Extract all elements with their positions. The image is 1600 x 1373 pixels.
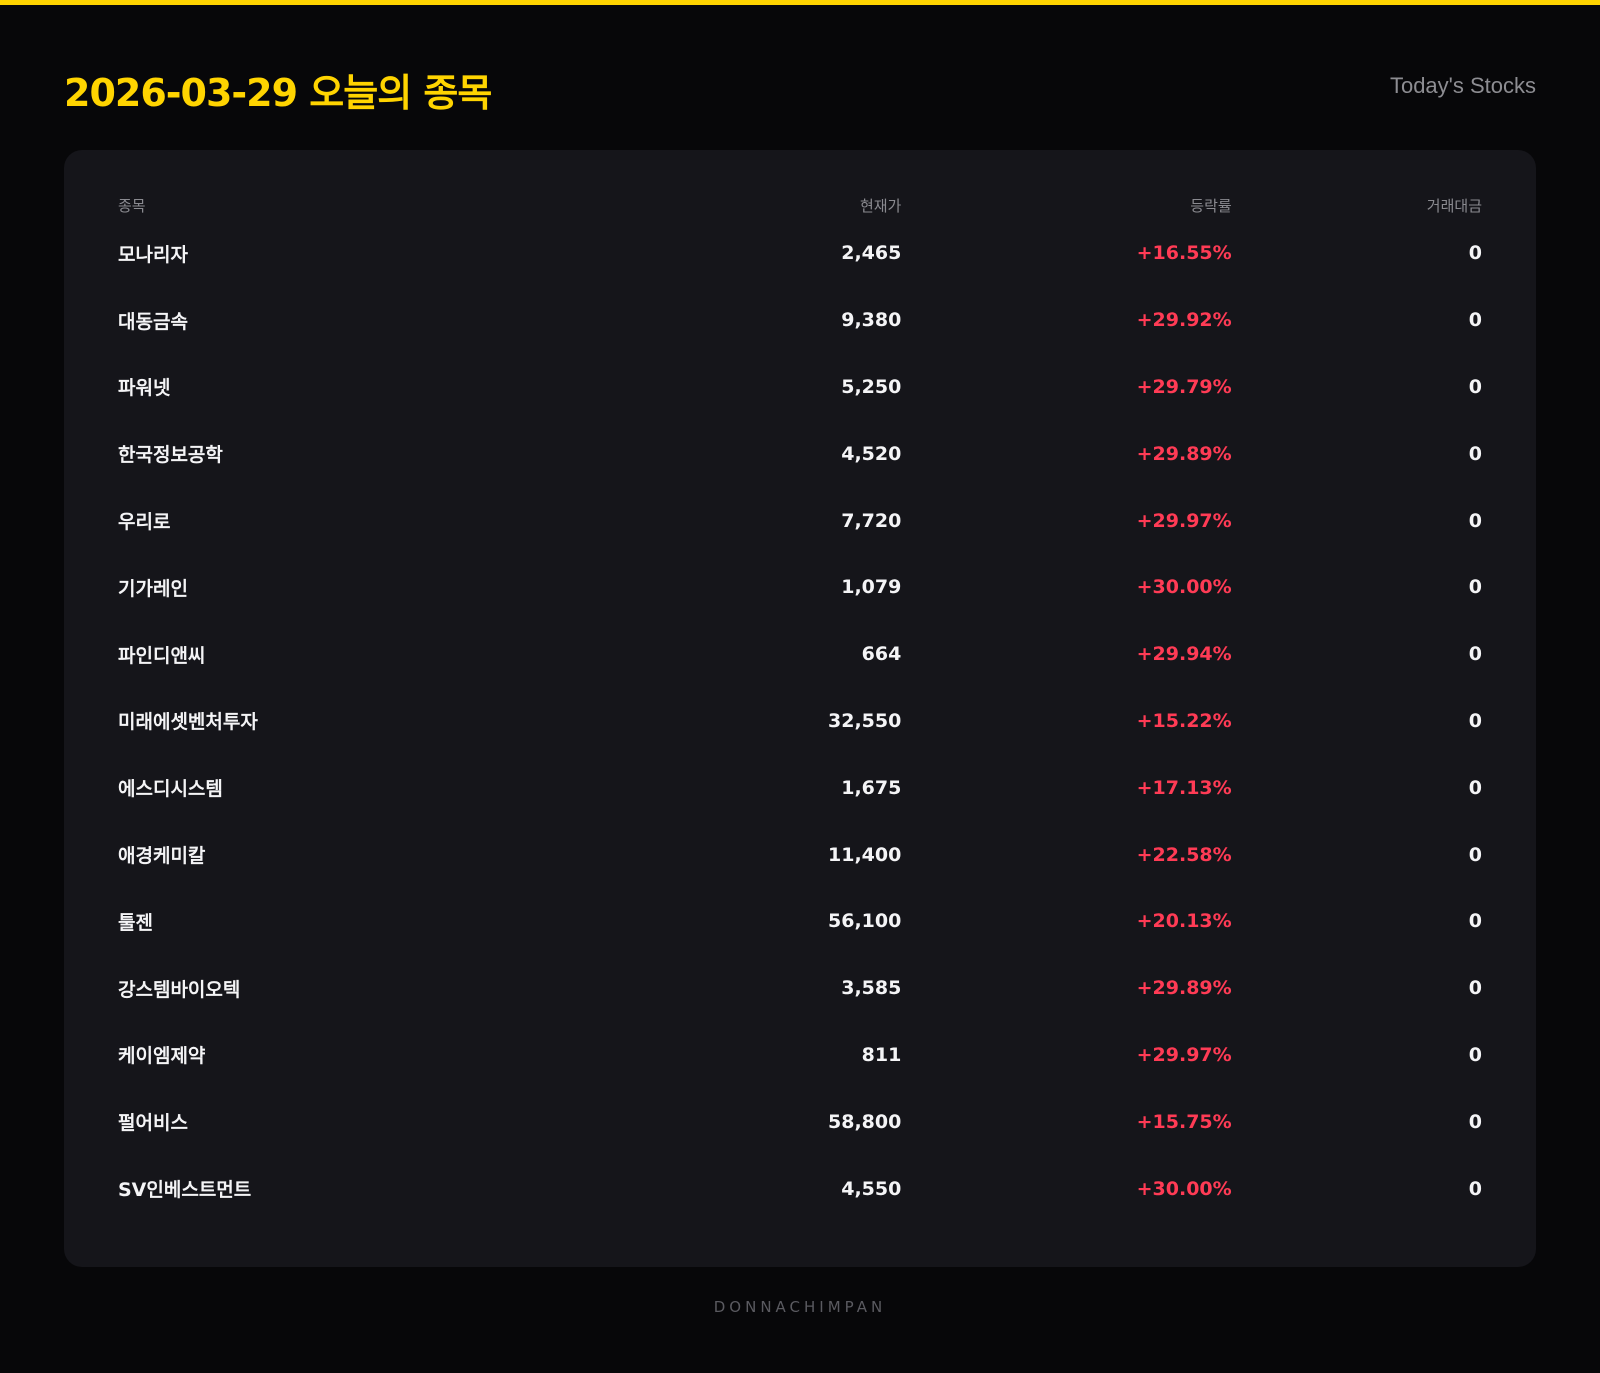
stock-price: 9,380 (841, 309, 902, 332)
stock-change: +15.75% (1136, 1110, 1232, 1133)
stock-name: 한국정보공학 (118, 444, 223, 467)
stock-name: 파인디앤씨 (118, 644, 206, 667)
stock-volume: 0 (1468, 442, 1482, 465)
stock-change: +29.79% (1136, 375, 1232, 398)
stock-price: 811 (861, 1043, 902, 1066)
stock-change: +29.89% (1136, 442, 1232, 465)
stock-change: +20.13% (1136, 910, 1232, 933)
table-row[interactable]: 한국정보공학 4,520 +29.89% 0 (118, 420, 1482, 487)
stock-name: 에스디시스템 (118, 778, 223, 801)
stock-price: 4,550 (841, 1177, 902, 1200)
table-row[interactable]: 파워넷 5,250 +29.79% 0 (118, 354, 1482, 421)
stock-price: 56,100 (828, 910, 902, 933)
stock-price: 4,520 (841, 442, 902, 465)
stock-change: +29.94% (1136, 643, 1232, 666)
stock-volume: 0 (1468, 977, 1482, 1000)
stock-change: +22.58% (1136, 843, 1232, 866)
stock-price: 1,079 (841, 576, 902, 599)
table-row[interactable]: 모나리자 2,465 +16.55% 0 (118, 220, 1482, 287)
column-header-change: 등락률 (1190, 196, 1232, 215)
page-title: 2026-03-29 오늘의 종목 (64, 71, 492, 115)
stock-volume: 0 (1468, 375, 1482, 398)
stock-name: 모나리자 (118, 243, 188, 266)
table-row[interactable]: SV인베스트먼트 4,550 +30.00% 0 (118, 1155, 1482, 1222)
stock-price: 58,800 (828, 1110, 902, 1133)
stock-name: 우리로 (118, 511, 171, 534)
table-row[interactable]: 우리로 7,720 +29.97% 0 (118, 487, 1482, 554)
stock-change: +29.89% (1136, 977, 1232, 1000)
stock-change: +17.13% (1136, 776, 1232, 799)
stock-price: 2,465 (841, 242, 902, 265)
table-header-row: 종목 현재가 등락률 거래대금 (118, 190, 1482, 220)
footer-brand: DONNACHIMPAN (713, 1298, 887, 1316)
stock-change: +16.55% (1136, 242, 1232, 265)
stock-name: 대동금속 (118, 310, 188, 333)
stock-name: 기가레인 (118, 577, 188, 600)
table-row[interactable]: 대동금속 9,380 +29.92% 0 (118, 287, 1482, 354)
stock-name: 미래에셋벤처투자 (118, 711, 258, 734)
table-row[interactable]: 파인디앤씨 664 +29.94% 0 (118, 621, 1482, 688)
column-header-volume: 거래대금 (1426, 196, 1482, 215)
table-row[interactable]: 에스디시스템 1,675 +17.13% 0 (118, 754, 1482, 821)
table-row[interactable]: 펄어비스 58,800 +15.75% 0 (118, 1088, 1482, 1155)
stock-name: 툴젠 (118, 911, 153, 934)
stocks-table: 종목 현재가 등락률 거래대금 모나리자 2,465 +16.55% 0 대동금속 9,3… (118, 190, 1482, 1222)
stock-price: 3,585 (841, 977, 902, 1000)
table-row[interactable]: 애경케미칼 11,400 +22.58% 0 (118, 821, 1482, 888)
stock-name: 파워넷 (118, 377, 171, 400)
stock-change: +29.92% (1136, 309, 1232, 332)
stock-change: +29.97% (1136, 509, 1232, 532)
stock-volume: 0 (1468, 709, 1482, 732)
stock-volume: 0 (1468, 1177, 1482, 1200)
column-header-price: 현재가 (859, 196, 902, 215)
stock-volume: 0 (1468, 309, 1482, 332)
stock-name: 애경케미칼 (118, 845, 206, 868)
stock-volume: 0 (1468, 509, 1482, 532)
stock-volume: 0 (1468, 576, 1482, 599)
stock-price: 5,250 (841, 375, 902, 398)
page-subtitle: Today's Stocks (1389, 73, 1536, 98)
stock-volume: 0 (1468, 242, 1482, 265)
top-accent-bar (0, 0, 1600, 5)
stock-change: +29.97% (1136, 1043, 1232, 1066)
stock-volume: 0 (1468, 843, 1482, 866)
stock-change: +30.00% (1136, 576, 1232, 599)
stock-name: 케이엠제약 (118, 1045, 206, 1068)
stock-price: 1,675 (841, 776, 902, 799)
stock-volume: 0 (1468, 910, 1482, 933)
stock-change: +30.00% (1136, 1177, 1232, 1200)
stock-price: 664 (861, 643, 902, 666)
stock-volume: 0 (1468, 1110, 1482, 1133)
stock-price: 7,720 (841, 509, 902, 532)
stock-volume: 0 (1468, 776, 1482, 799)
column-header-name: 종목 (118, 196, 146, 215)
stock-price: 11,400 (828, 843, 902, 866)
table-row[interactable]: 툴젠 56,100 +20.13% 0 (118, 888, 1482, 955)
table-row[interactable]: 미래에셋벤처투자 32,550 +15.22% 0 (118, 688, 1482, 755)
table-row[interactable]: 케이엠제약 811 +29.97% 0 (118, 1022, 1482, 1089)
stock-name: SV인베스트먼트 (118, 1179, 252, 1202)
stock-change: +15.22% (1136, 709, 1232, 732)
stock-price: 32,550 (828, 709, 902, 732)
stock-volume: 0 (1468, 643, 1482, 666)
stock-volume: 0 (1468, 1043, 1482, 1066)
stock-name: 강스템바이오텍 (118, 978, 241, 1001)
table-row[interactable]: 강스템바이오텍 3,585 +29.89% 0 (118, 955, 1482, 1022)
table-row[interactable]: 기가레인 1,079 +30.00% 0 (118, 554, 1482, 621)
stock-name: 펄어비스 (118, 1112, 188, 1135)
stocks-card: 종목 현재가 등락률 거래대금 모나리자 2,465 +16.55% 0 대동금속 9,3… (64, 150, 1536, 1267)
